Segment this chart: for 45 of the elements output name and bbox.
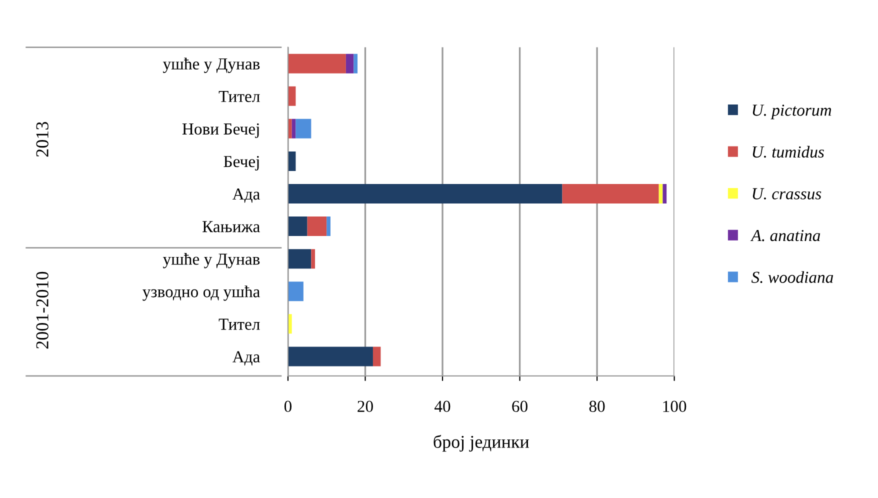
bar <box>296 118 312 138</box>
bar <box>288 346 373 366</box>
bar <box>288 184 562 204</box>
bar <box>288 54 346 74</box>
x-tick-label: 40 <box>434 400 450 412</box>
legend-label: U. pictorum <box>752 104 832 120</box>
y-tick-label: Бечеј <box>224 156 259 171</box>
y-tick-label: Тител <box>218 318 260 330</box>
bar <box>288 151 296 171</box>
bar <box>292 118 296 138</box>
text: 2001-2010 <box>36 272 48 349</box>
bar <box>288 216 308 236</box>
text: 2013 <box>36 122 48 157</box>
y-tick-label: Нови Бечеј <box>182 123 259 138</box>
bar <box>311 249 316 269</box>
bar <box>326 216 330 236</box>
bar <box>288 314 292 334</box>
y-tick-label: Тител <box>218 90 260 102</box>
bar <box>288 86 296 106</box>
y-tick-label: Кањижа <box>202 221 260 232</box>
bar <box>562 184 659 204</box>
bar <box>372 346 381 366</box>
y-tick-label: Ада <box>232 188 260 203</box>
bar <box>288 249 312 269</box>
y-tick-label: Ада <box>232 351 260 366</box>
legend-label: U. tumidus <box>752 146 824 158</box>
x-tick-label: 0 <box>284 400 292 412</box>
bar <box>307 216 327 236</box>
x-axis-title: број јединки <box>434 434 529 452</box>
bar <box>354 54 358 74</box>
legend-label: S. woodiana <box>751 271 834 284</box>
legend-label: A. anatina <box>750 230 820 242</box>
x-tick-label: 20 <box>358 400 373 412</box>
bar <box>662 184 667 204</box>
y-tick-label: ушће у Дунав <box>162 253 260 268</box>
bar <box>658 184 663 204</box>
x-tick-label: 100 <box>663 400 686 412</box>
bar <box>288 118 292 138</box>
legend-label: U. crassus <box>752 188 822 200</box>
bar <box>288 282 304 302</box>
y-tick-label: узводно од ушћа <box>142 286 260 301</box>
y-tick-label: ушће у Дунав <box>162 58 260 73</box>
x-tick-label: 60 <box>512 400 528 412</box>
x-tick-label: 80 <box>589 400 605 412</box>
bar <box>346 54 354 74</box>
